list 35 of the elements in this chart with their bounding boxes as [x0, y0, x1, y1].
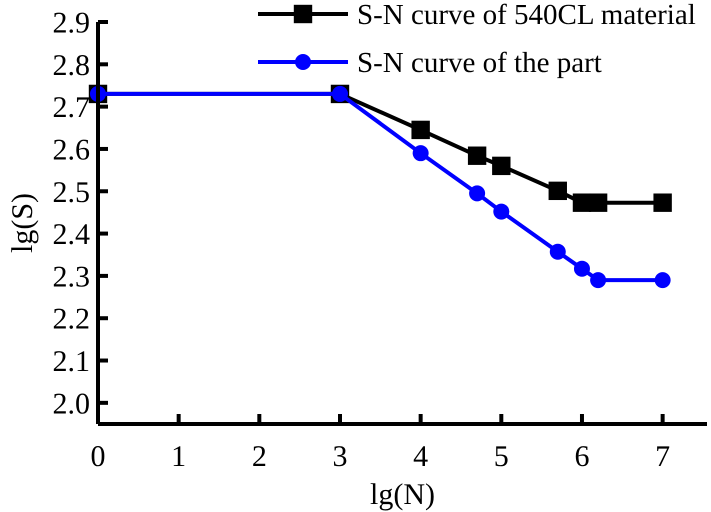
y-tick-label: 2.5	[52, 176, 90, 209]
point	[469, 185, 486, 202]
y-tick-label: 2.1	[52, 345, 90, 378]
point	[493, 204, 510, 220]
x-tick-label: 6	[574, 440, 590, 473]
y-tick-label: 2.7	[52, 91, 90, 124]
point	[654, 272, 671, 288]
legend-label: S-N curve of the part	[357, 47, 602, 80]
x-tick-label: 5	[494, 440, 509, 473]
y-tick-label: 2.0	[52, 387, 90, 420]
point	[574, 260, 590, 277]
point	[468, 146, 486, 165]
point	[588, 193, 608, 212]
x-tick-label: 4	[413, 440, 428, 473]
y-tick-label: 2.3	[52, 260, 90, 294]
x-tick-label: 7	[655, 440, 670, 473]
y-tick-label: 2.9	[52, 6, 90, 40]
y-tick-label: 2.8	[52, 48, 90, 82]
x-tick-label: 1	[171, 440, 186, 473]
x-axis-title: lg(N)	[370, 478, 435, 511]
point	[590, 272, 606, 288]
point	[411, 120, 430, 140]
point	[550, 244, 566, 260]
point	[548, 182, 567, 200]
y-tick-label: 2.4	[52, 218, 90, 252]
x-tick-label: 0	[90, 440, 106, 473]
y-tick-label: 2.6	[52, 133, 90, 166]
x-tick-label: 2	[252, 440, 267, 473]
x-tick-label: 3	[332, 440, 348, 473]
y-axis-title: lg(S)	[6, 193, 39, 253]
point	[492, 156, 511, 176]
legend-label: S-N curve of 540CL material	[357, 0, 696, 32]
point	[653, 193, 672, 212]
y-tick-label: 2.2	[52, 302, 90, 336]
point	[412, 145, 429, 162]
